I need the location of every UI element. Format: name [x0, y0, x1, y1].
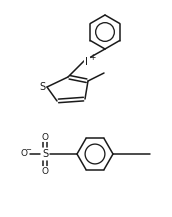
Text: I: I	[85, 57, 89, 67]
Text: O: O	[20, 150, 28, 158]
Text: S: S	[39, 82, 45, 92]
Text: −: −	[25, 147, 31, 153]
Text: O: O	[41, 166, 49, 176]
Text: +: +	[89, 53, 95, 61]
Text: S: S	[42, 149, 48, 159]
Text: O: O	[41, 133, 49, 141]
